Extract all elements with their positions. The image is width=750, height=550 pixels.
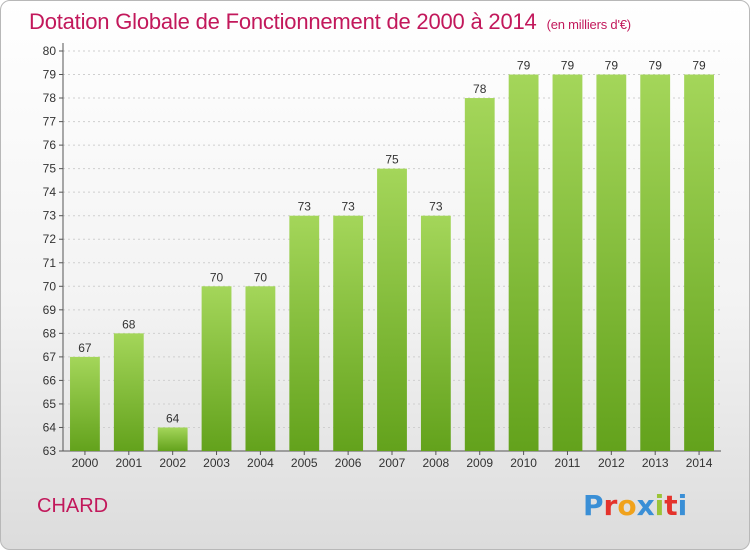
- bar-2002: [157, 427, 188, 451]
- y-tick-label: 70: [43, 279, 57, 293]
- bar-2010: [508, 74, 539, 451]
- x-tick-label: 2010: [510, 456, 537, 470]
- y-tick-label: 67: [43, 350, 57, 364]
- bar-2006: [333, 215, 364, 451]
- bars: [70, 74, 714, 451]
- labels: 67 2000 68 2001 64 2002 70 2003 70 2004 73 2005 73 20…: [72, 59, 713, 470]
- y-tick-label: 75: [43, 162, 57, 176]
- y-tick-label: 69: [43, 303, 57, 317]
- bar-2011: [552, 74, 583, 451]
- chart-subtitle: (en milliers d'€): [546, 17, 632, 32]
- data-label: 79: [649, 59, 663, 73]
- y-tick-label: 71: [43, 256, 57, 270]
- y-tick-label: 78: [43, 91, 57, 105]
- y-tick-label: 80: [43, 44, 57, 58]
- data-label: 67: [78, 341, 92, 355]
- axes: 63 64 65 66 67 68 69 70 71 72 73 74 75 76 77 78 79 80: [43, 43, 721, 458]
- x-tick-label: 2012: [598, 456, 625, 470]
- x-tick-label: 2006: [335, 456, 362, 470]
- y-tick-label: 65: [43, 397, 57, 411]
- y-tick-label: 73: [43, 209, 57, 223]
- bar-2000: [70, 356, 100, 451]
- x-tick-label: 2011: [555, 456, 581, 470]
- x-tick-label: 2013: [642, 456, 669, 470]
- x-tick-label: 2008: [423, 456, 450, 470]
- commune-name: CHARD: [37, 495, 109, 517]
- logo-letter: i: [677, 489, 688, 522]
- y-tick-label: 66: [43, 373, 57, 387]
- x-tick-label: 2009: [466, 456, 493, 470]
- logo-letter: o: [617, 489, 637, 522]
- data-label: 73: [429, 200, 443, 214]
- logo-letter: i: [654, 489, 665, 522]
- bar-2012: [596, 74, 627, 451]
- bar-2004: [245, 286, 276, 451]
- data-label: 79: [517, 59, 531, 73]
- data-label: 78: [473, 82, 487, 96]
- logo-letter: x: [636, 489, 655, 522]
- logo-letter: r: [603, 489, 618, 522]
- y-tick-label: 74: [43, 185, 57, 199]
- chart-title-text: Dotation Globale de Fonctionnement de 20…: [29, 9, 537, 34]
- bar-2013: [640, 74, 671, 451]
- data-label: 79: [692, 59, 706, 73]
- data-label: 70: [210, 270, 224, 284]
- y-tick-label: 64: [43, 420, 57, 434]
- y-tick-label: 68: [43, 326, 57, 340]
- x-tick-label: 2002: [159, 456, 186, 470]
- data-label: 75: [385, 153, 399, 167]
- y-tick-label: 63: [43, 444, 57, 458]
- data-label: 68: [122, 317, 136, 331]
- data-label: 79: [605, 59, 619, 73]
- logo-letter: P: [583, 489, 604, 522]
- x-tick-label: 2004: [247, 456, 274, 470]
- bar-2008: [420, 215, 451, 451]
- data-label: 73: [298, 200, 312, 214]
- x-tick-label: 2000: [72, 456, 99, 470]
- bar-2009: [464, 98, 495, 451]
- data-label: 70: [254, 270, 268, 284]
- x-tick-label: 2014: [686, 456, 713, 470]
- logo-letter: t: [664, 489, 678, 522]
- bar-2005: [289, 215, 320, 451]
- x-tick-label: 2005: [291, 456, 318, 470]
- bar-2007: [377, 168, 407, 451]
- y-tick-label: 79: [43, 68, 57, 82]
- x-tick-label: 2007: [379, 456, 406, 470]
- data-label: 79: [561, 59, 575, 73]
- y-tick-label: 72: [43, 232, 57, 246]
- y-tick-label: 77: [43, 115, 57, 129]
- bar-2003: [201, 286, 232, 451]
- y-tick-label: 76: [43, 138, 57, 152]
- chart-title: Dotation Globale de Fonctionnement de 20…: [29, 9, 631, 35]
- bar-2014: [684, 74, 714, 451]
- bar-2001: [113, 333, 144, 451]
- x-tick-label: 2003: [203, 456, 230, 470]
- data-label: 73: [341, 200, 355, 214]
- x-tick-label: 2001: [115, 456, 142, 470]
- data-label: 64: [166, 411, 180, 425]
- proxiti-logo[interactable]: Proxiti: [583, 489, 687, 522]
